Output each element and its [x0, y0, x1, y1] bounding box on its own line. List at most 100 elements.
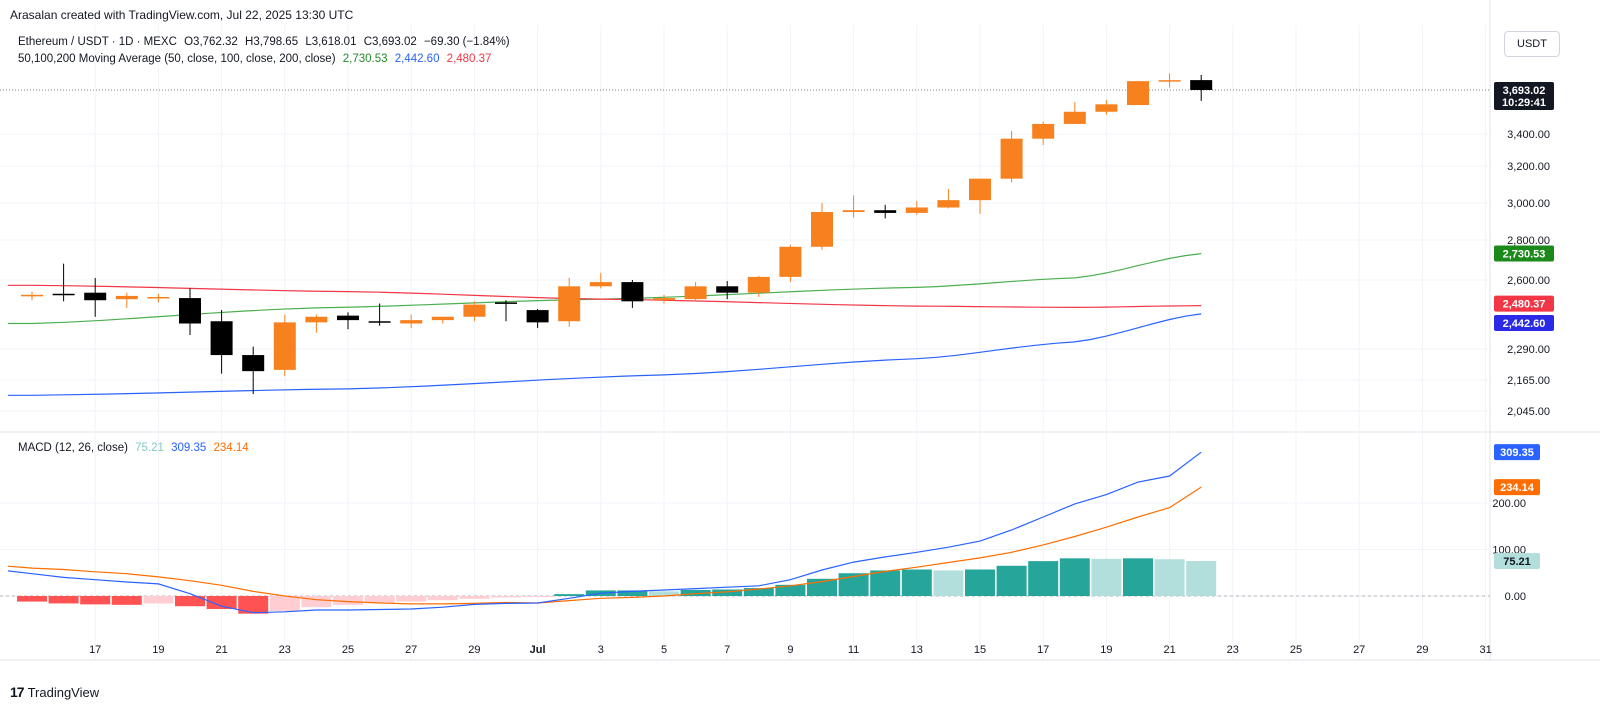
- candle-body: [621, 282, 644, 302]
- price-tag-label: 3,693.02: [1503, 85, 1546, 97]
- macd-histogram-bar: [680, 589, 711, 596]
- candle-body: [147, 296, 170, 299]
- macd-signal-value: 234.14: [213, 442, 249, 454]
- ohlc-close: C3,693.02: [363, 36, 417, 48]
- tradingview-brand: TradingView: [27, 684, 100, 700]
- ma-legend-label: 50,100,200 Moving Average (50, close, 10…: [18, 53, 336, 65]
- candle-body: [337, 315, 359, 321]
- candle-body: [368, 321, 391, 323]
- macd-histogram-bar: [143, 596, 174, 604]
- macd-histogram-bar: [364, 596, 395, 603]
- candle-body: [52, 293, 75, 296]
- candle-body: [21, 294, 43, 297]
- candle-body: [210, 321, 233, 356]
- ohlc-open: O3,762.32: [184, 36, 238, 48]
- macd-histogram-bar: [396, 596, 427, 602]
- x-tick-label: 17: [89, 644, 101, 656]
- price-change: −69.30 (−1.84%): [423, 36, 510, 48]
- candle-body: [969, 178, 991, 201]
- macd-y-tick-label: 0.00: [1505, 591, 1526, 603]
- ma200-value: 2,480.37: [446, 53, 492, 65]
- ma50-value: 2,730.53: [342, 53, 388, 65]
- ohlc-low: L3,618.01: [305, 36, 357, 48]
- macd-histogram-bar: [1059, 558, 1090, 596]
- macd-histogram-bar: [838, 573, 869, 596]
- price-tag-label: 2,442.60: [1503, 318, 1546, 330]
- candle-body: [273, 322, 296, 370]
- candle-body: [84, 292, 107, 301]
- price-tag-label: 2,730.53: [1503, 249, 1546, 261]
- macd-legend[interactable]: MACD (12, 26, close) 75.21 309.35 234.14: [18, 442, 253, 454]
- macd-histogram-bar: [17, 596, 47, 602]
- candle-body: [463, 304, 486, 317]
- candle-body: [653, 298, 675, 301]
- macd-histogram-bar: [175, 596, 205, 607]
- candle-body: [400, 320, 423, 324]
- candle-body: [1190, 80, 1213, 90]
- macd-histogram-bar: [111, 596, 142, 605]
- macd-tag-label: 234.14: [1500, 482, 1535, 494]
- macd-histogram-bar: [333, 596, 363, 605]
- candle-body: [905, 207, 928, 213]
- candle-body: [1095, 104, 1118, 112]
- macd-histogram-bar: [933, 570, 964, 596]
- macd-histogram-bar: [712, 589, 743, 596]
- macd-signal-line: [7, 486, 1202, 605]
- x-tick-label: 23: [279, 644, 291, 656]
- candle-body: [747, 276, 770, 293]
- x-tick-label: 25: [342, 644, 354, 656]
- x-tick-label: 27: [1353, 644, 1365, 656]
- macd-histogram-bar: [491, 596, 521, 598]
- candle-body: [179, 298, 201, 324]
- candle-body: [874, 210, 897, 213]
- price-tag-ma100: [1494, 314, 1554, 331]
- x-tick-label: 21: [1163, 644, 1175, 656]
- tradingview-logo-icon: 17: [10, 684, 25, 700]
- macd-histogram-bar: [206, 596, 237, 610]
- candle-body: [526, 310, 549, 323]
- macd-histogram-bar: [522, 596, 553, 597]
- x-tick-label: 13: [911, 644, 923, 656]
- macd-histogram-bar: [301, 596, 332, 608]
- candle-body: [1032, 123, 1055, 139]
- candle-body: [716, 286, 739, 293]
- macd-histogram-bar: [870, 570, 901, 596]
- macd-histogram-bar: [649, 591, 679, 596]
- macd-histogram-bar: [965, 569, 995, 596]
- candle-body: [305, 316, 328, 323]
- x-tick-label: 27: [405, 644, 417, 656]
- y-tick-label: 2,600.00: [1507, 275, 1550, 287]
- ma50-line: [8, 253, 1202, 325]
- ma100-line: [8, 313, 1202, 396]
- macd-histogram-bar: [1154, 559, 1185, 596]
- y-tick-label: 3,000.00: [1507, 198, 1550, 210]
- candle-body: [558, 286, 581, 322]
- macd-tag-hist: [1494, 553, 1540, 570]
- y-tick-label: 2,290.00: [1507, 344, 1550, 356]
- ma-legend[interactable]: 50,100,200 Moving Average (50, close, 10…: [18, 53, 495, 65]
- macd-histogram-bar: [554, 594, 585, 596]
- x-tick-label: 29: [468, 644, 480, 656]
- macd-histogram-bar: [459, 596, 490, 599]
- macd-line-value: 309.35: [171, 442, 207, 454]
- macd-histogram-bar: [743, 588, 774, 596]
- macd-tag-label: 309.35: [1500, 447, 1534, 459]
- x-tick-label: 19: [152, 644, 164, 656]
- macd-y-tick-label: 200.00: [1492, 498, 1526, 510]
- macd-histogram-bar: [80, 596, 111, 605]
- price-tag-ma200: [1494, 295, 1554, 312]
- x-tick-label: 29: [1416, 644, 1428, 656]
- macd-tag-signal: [1494, 479, 1540, 496]
- macd-histogram-bar: [901, 569, 932, 596]
- macd-line: [7, 451, 1202, 614]
- candle-body: [242, 355, 265, 372]
- x-tick-label: 25: [1290, 644, 1302, 656]
- currency-selector[interactable]: USDT: [1504, 31, 1560, 57]
- x-tick-label: 5: [661, 644, 667, 656]
- symbol-legend: Ethereum / USDT · 1D · MEXC O3,762.32 H3…: [18, 36, 514, 48]
- candle-body: [1127, 81, 1149, 106]
- x-tick-label: 23: [1227, 644, 1239, 656]
- tradingview-logo[interactable]: 17 TradingView: [10, 684, 99, 700]
- macd-histogram-bar: [996, 565, 1027, 596]
